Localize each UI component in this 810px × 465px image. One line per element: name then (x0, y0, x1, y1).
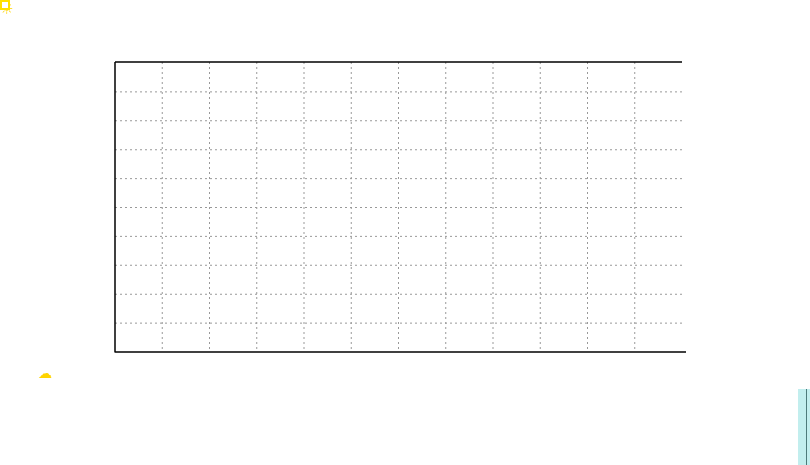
sun-cloud-icon: ☁ (38, 365, 52, 381)
cropped-next-table-strip (798, 389, 810, 465)
sunset-marker-icon (0, 0, 10, 10)
